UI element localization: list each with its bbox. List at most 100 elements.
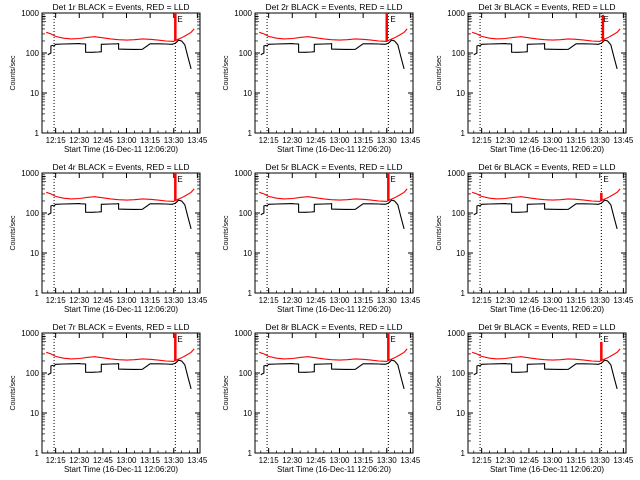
chart-title: Det 5r BLACK = Events, RED = LLD	[265, 162, 402, 172]
chart-panel-6: Det 6r BLACK = Events, RED = LLD 1 10 100 10…	[436, 162, 634, 314]
x-tick-label: 13:45	[400, 296, 421, 305]
events-series-line	[47, 199, 192, 230]
y-tick-label: 100	[26, 49, 40, 58]
x-tick-label: 13:00	[329, 296, 350, 305]
x-tick-label: 12:15	[472, 456, 493, 465]
y-tick-label: 1	[248, 129, 253, 138]
plot-frame	[467, 332, 627, 454]
x-tick-label: 12:15	[472, 136, 493, 145]
x-tick-label: 12:45	[306, 296, 327, 305]
marker-label: E	[177, 15, 182, 24]
y-axis-label: Counts/sec	[223, 55, 230, 91]
x-tick-label: 13:15	[353, 456, 374, 465]
chart-panel-9: Det 9r BLACK = Events, RED = LLD 1 10 100 10…	[436, 322, 634, 474]
x-tick-label: 13:30	[590, 136, 611, 145]
y-tick-label: 100	[239, 209, 253, 218]
y-tick-label: 100	[26, 369, 40, 378]
x-tick-label: 13:15	[140, 296, 161, 305]
y-axis-label: Counts/sec	[436, 375, 443, 411]
y-axis-label: Counts/sec	[10, 375, 17, 411]
y-tick-label: 100	[239, 49, 253, 58]
y-axis-label: Counts/sec	[223, 375, 230, 411]
x-axis-label: Start Time (16-Dec-11 12:06:20)	[490, 145, 604, 154]
events-series-line	[47, 359, 192, 390]
y-tick-label: 1	[461, 129, 466, 138]
x-tick-label: 13:00	[116, 456, 137, 465]
chart-panel-5: Det 5r BLACK = Events, RED = LLD 1 10 100 10…	[223, 162, 421, 314]
x-tick-label: 13:00	[329, 136, 350, 145]
chart-title: Det 6r BLACK = Events, RED = LLD	[478, 162, 615, 172]
y-tick-label: 100	[452, 369, 466, 378]
y-axis-label: Counts/sec	[436, 215, 443, 251]
lld-series-line	[259, 28, 408, 42]
x-axis-label: Start Time (16-Dec-11 12:06:20)	[64, 305, 178, 314]
y-tick-label: 1000	[447, 9, 465, 18]
lld-series-line	[46, 28, 195, 42]
y-tick-label: 1000	[234, 169, 252, 178]
chart-title: Det 7r BLACK = Events, RED = LLD	[52, 322, 189, 332]
x-axis-label: Start Time (16-Dec-11 12:06:20)	[277, 305, 391, 314]
x-tick-label: 12:30	[282, 296, 303, 305]
lld-series-line	[259, 188, 408, 202]
x-tick-label: 12:15	[46, 136, 67, 145]
y-tick-label: 10	[243, 409, 252, 418]
x-tick-label: 12:30	[282, 456, 303, 465]
y-tick-label: 1000	[447, 169, 465, 178]
x-tick-label: 13:00	[116, 296, 137, 305]
x-tick-label: 12:45	[306, 136, 327, 145]
x-tick-label: 13:15	[353, 296, 374, 305]
marker-label: E	[467, 15, 472, 24]
x-tick-label: 13:15	[566, 456, 587, 465]
y-tick-label: 1000	[21, 169, 39, 178]
y-tick-label: 100	[26, 209, 40, 218]
lld-series-line	[472, 188, 621, 202]
y-tick-label: 1	[248, 449, 253, 458]
chart-panel-3: Det 3r BLACK = Events, RED = LLD 1 10 100 10…	[436, 2, 634, 154]
y-axis-label: Counts/sec	[10, 215, 17, 251]
x-axis-label: Start Time (16-Dec-11 12:06:20)	[490, 465, 604, 474]
chart-title: Det 4r BLACK = Events, RED = LLD	[52, 162, 189, 172]
x-tick-label: 13:00	[542, 136, 563, 145]
marker-label: E	[177, 335, 182, 344]
x-tick-label: 13:30	[164, 296, 185, 305]
y-tick-label: 10	[30, 249, 39, 258]
x-axis-label: Start Time (16-Dec-11 12:06:20)	[490, 305, 604, 314]
events-series-line	[260, 39, 405, 70]
y-tick-label: 10	[456, 409, 465, 418]
lld-series-line	[46, 188, 195, 202]
y-tick-label: 100	[452, 209, 466, 218]
lld-series-line	[472, 28, 621, 42]
lld-series-line	[259, 348, 408, 362]
marker-label: E	[603, 175, 608, 184]
events-series-line	[260, 199, 405, 230]
y-axis-label: Counts/sec	[10, 55, 17, 91]
marker-label: E	[603, 335, 608, 344]
x-tick-label: 13:30	[164, 136, 185, 145]
y-tick-label: 1000	[234, 329, 252, 338]
x-tick-label: 13:00	[329, 456, 350, 465]
chart-title: Det 8r BLACK = Events, RED = LLD	[265, 322, 402, 332]
x-tick-label: 13:45	[187, 136, 208, 145]
events-series-line	[47, 39, 192, 70]
x-tick-label: 12:15	[259, 296, 280, 305]
x-tick-label: 12:30	[69, 136, 90, 145]
marker-label: E	[390, 15, 395, 24]
y-tick-label: 10	[243, 89, 252, 98]
x-tick-label: 13:15	[140, 456, 161, 465]
plot-frame	[41, 12, 201, 134]
plot-frame	[41, 332, 201, 454]
marker-label: E	[467, 175, 472, 184]
chart-title: Det 1r BLACK = Events, RED = LLD	[52, 2, 189, 12]
chart-title: Det 9r BLACK = Events, RED = LLD	[478, 322, 615, 332]
x-tick-label: 12:45	[519, 456, 540, 465]
x-tick-label: 13:15	[140, 136, 161, 145]
x-tick-label: 13:15	[566, 296, 587, 305]
y-tick-label: 10	[456, 249, 465, 258]
y-tick-label: 100	[452, 49, 466, 58]
chart-panel-1: Det 1r BLACK = Events, RED = LLD 1 10 100 10…	[10, 2, 208, 154]
x-tick-label: 12:30	[282, 136, 303, 145]
x-axis-label: Start Time (16-Dec-11 12:06:20)	[64, 465, 178, 474]
y-tick-label: 10	[456, 89, 465, 98]
x-axis-label: Start Time (16-Dec-11 12:06:20)	[64, 145, 178, 154]
plot-frame	[41, 172, 201, 294]
